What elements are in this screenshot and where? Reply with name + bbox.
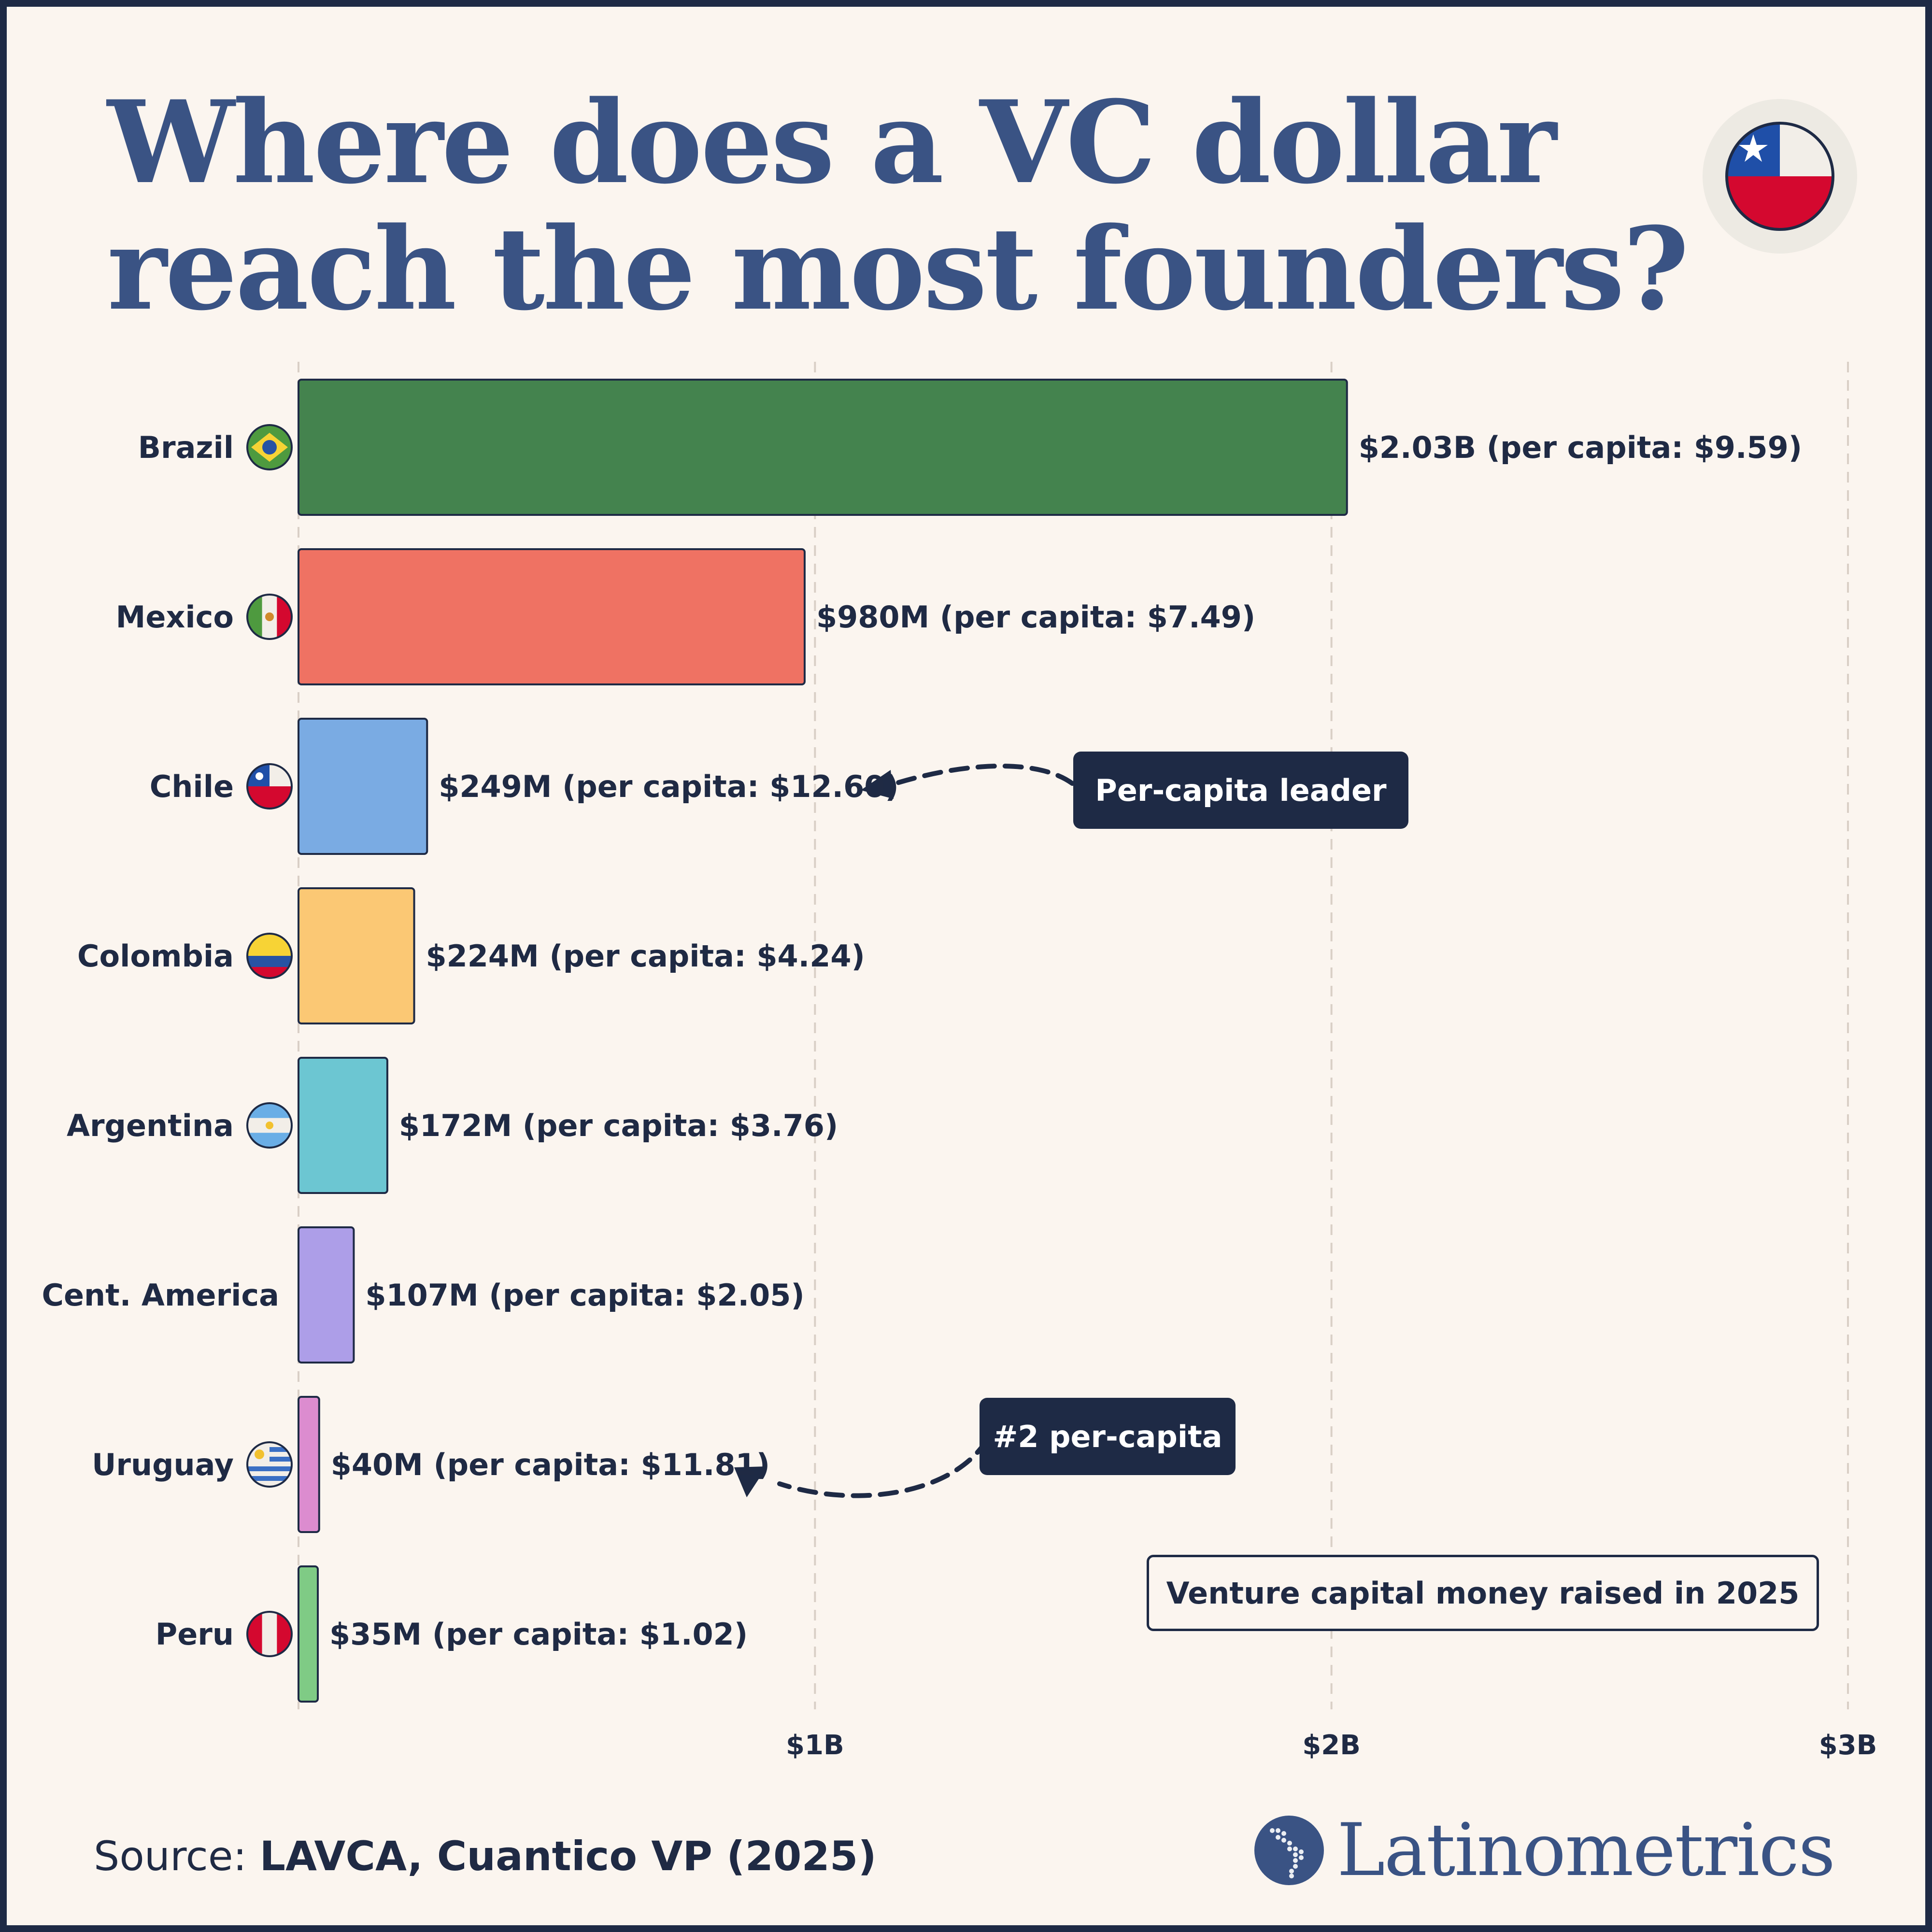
chart-title: Where does a VC dollar reach the most fo… [107, 76, 1689, 336]
category-label: Argentina [67, 1108, 234, 1143]
source-note: Source: LAVCA, Cuantico VP (2025) [94, 1833, 877, 1880]
bar [298, 548, 806, 685]
bar-row: Chile $249M (per capita: $12.60) [150, 718, 899, 855]
bars: Brazil $2.03B (per capita: $9.59) Mexico $9… [42, 379, 1802, 1703]
uruguay-flag-icon [246, 1441, 293, 1488]
arrowhead [861, 770, 894, 799]
bar-row: Brazil $2.03B (per capita: $9.59) [138, 379, 1802, 516]
value-label: $2.03B (per capita: $9.59) [1359, 430, 1802, 465]
brand-name: Latinometrics [1337, 1808, 1835, 1892]
mexico-flag-icon [246, 594, 293, 640]
bar-row: Argentina $172M (per capita: $3.76) [67, 1057, 838, 1194]
category-label: Chile [150, 769, 234, 804]
x-tick-label: $3B [1819, 1730, 1877, 1761]
legend-box: Venture capital money raised in 2025 [1147, 1555, 1819, 1631]
chile-flag-icon [246, 763, 293, 810]
value-label: $980M (per capita: $7.49) [816, 599, 1255, 635]
argentina-flag-icon [246, 1102, 293, 1149]
brand-logo: Latinometrics [1253, 1808, 1835, 1892]
colombia-flag-icon [246, 933, 293, 979]
second-per-capita-callout: #2 per-capita [980, 1398, 1236, 1475]
category-label: Uruguay [92, 1447, 234, 1482]
category-label: Colombia [77, 938, 234, 974]
bar [298, 1396, 320, 1533]
bar [298, 1226, 355, 1364]
bar-row: Peru $35M (per capita: $1.02) [156, 1565, 748, 1703]
bar-chart: $1B $2B $3B Brazil $2.03B (per capita: $9.5… [42, 362, 1877, 1761]
bar [298, 887, 415, 1024]
bar [298, 1565, 319, 1703]
arrowhead [734, 1466, 767, 1497]
peru-flag-icon [246, 1611, 293, 1657]
bar-row: Uruguay $40M (per capita: $11.81) [92, 1396, 770, 1533]
bar [298, 718, 428, 855]
x-tick-label: $1B [786, 1730, 844, 1761]
source-text: LAVCA, Cuantico VP (2025) [259, 1833, 877, 1880]
latin-america-map-icon [1254, 1816, 1324, 1885]
bar [298, 1057, 388, 1194]
bar-row: Mexico $980M (per capita: $7.49) [116, 548, 1255, 685]
x-tick-label: $2B [1302, 1730, 1361, 1761]
value-label: $40M (per capita: $11.81) [331, 1447, 770, 1482]
bar-row: Colombia $224M (per capita: $4.24) [77, 887, 865, 1024]
value-label: $35M (per capita: $1.02) [329, 1617, 748, 1652]
annotation-arrow [777, 1437, 990, 1498]
bar [298, 379, 1348, 516]
infographic-canvas: Where does a VC dollar reach the most fo… [7, 7, 1925, 1925]
category-label: Cent. America [42, 1278, 279, 1313]
annotation-arrows [734, 764, 1075, 1498]
category-label: Brazil [138, 430, 234, 465]
brazil-flag-icon [246, 424, 293, 470]
value-label: $224M (per capita: $4.24) [426, 938, 865, 974]
per-capita-leader-callout: Per-capita leader [1073, 752, 1408, 829]
chile-flag-icon [1703, 99, 1857, 254]
annotation-arrow [893, 764, 1075, 786]
value-label: $107M (per capita: $2.05) [365, 1278, 804, 1313]
value-label: $172M (per capita: $3.76) [399, 1108, 838, 1143]
bar-row: Cent. America $107M (per capita: $2.05) [42, 1226, 805, 1364]
category-label: Peru [156, 1617, 234, 1652]
source-prefix: Source: [94, 1833, 260, 1880]
chart-title-line: reach the most founders? [107, 202, 1689, 336]
chart-title-line: Where does a VC dollar [107, 76, 1557, 209]
category-label: Mexico [116, 599, 234, 635]
value-label: $249M (per capita: $12.60) [439, 769, 898, 804]
